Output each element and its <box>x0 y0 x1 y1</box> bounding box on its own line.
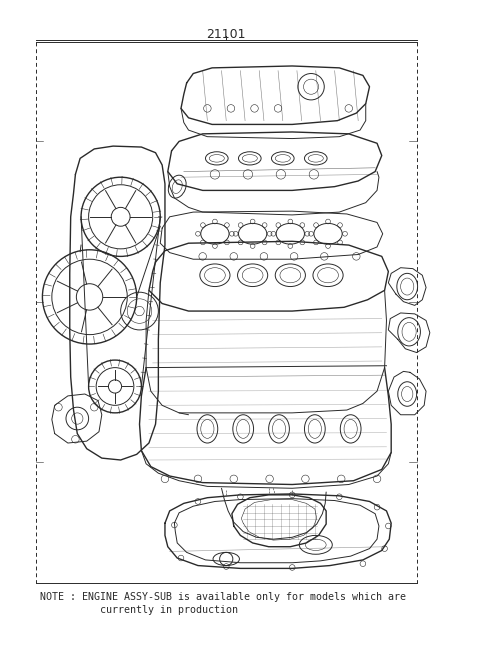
Text: currently in production: currently in production <box>39 605 238 615</box>
Text: NOTE : ENGINE ASSY-SUB is available only for models which are: NOTE : ENGINE ASSY-SUB is available only… <box>39 592 406 602</box>
Text: 21101: 21101 <box>206 28 246 41</box>
